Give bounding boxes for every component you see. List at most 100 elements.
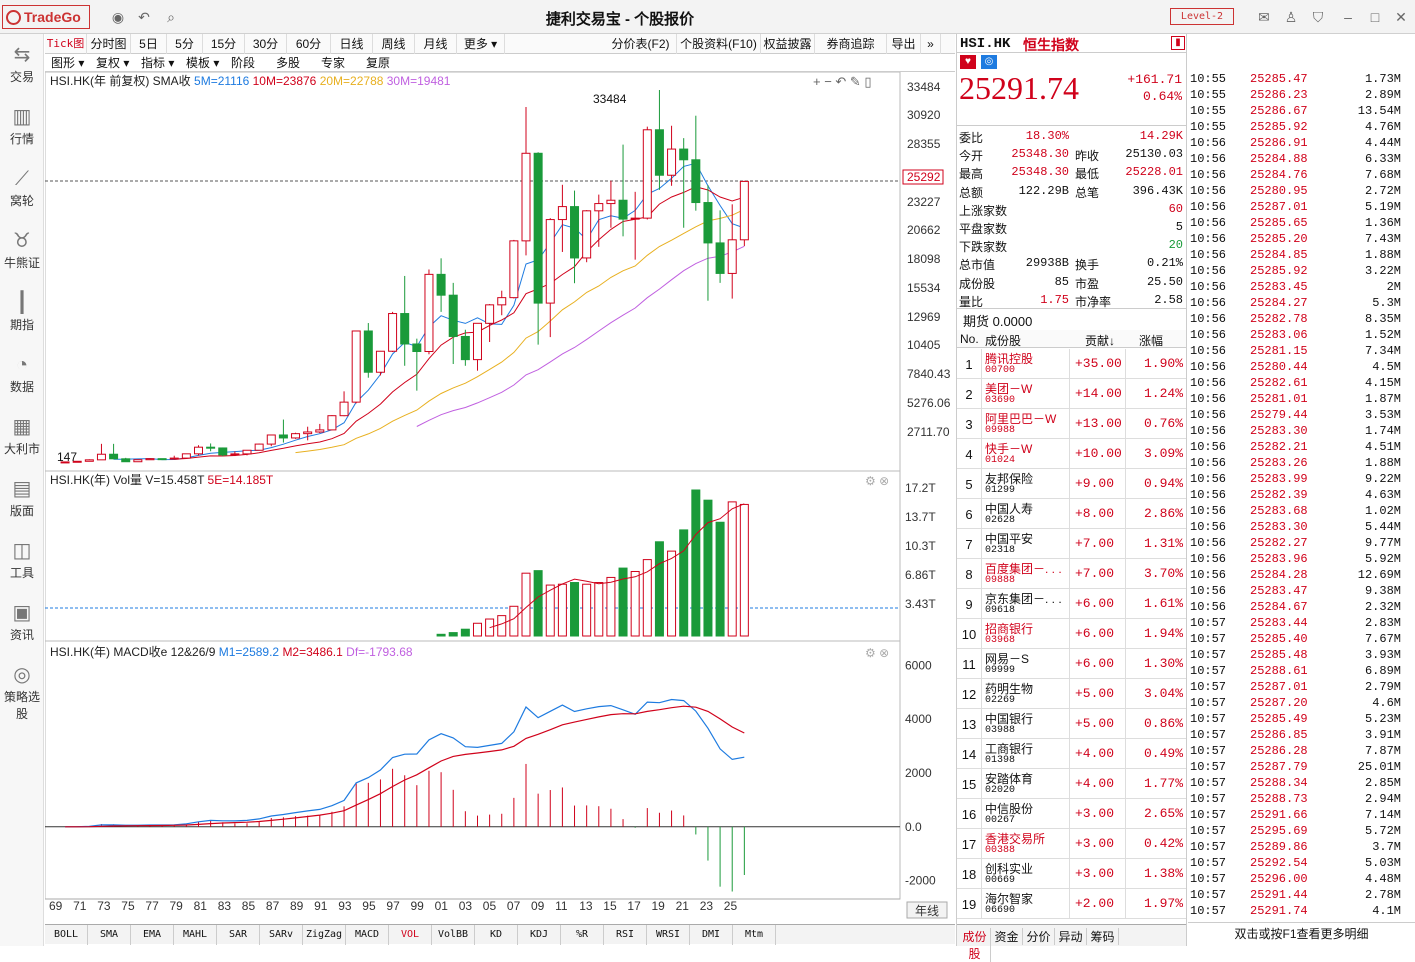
user-icon[interactable]: ◉ (111, 9, 125, 25)
constituent-row[interactable]: 16 中信股份 00267 +3.00 2.65% (957, 799, 1186, 829)
constituent-row[interactable]: 5 友邦保险 01299 +9.00 0.94% (957, 469, 1186, 499)
indicator-tab-%r[interactable]: %R (561, 925, 604, 945)
panel-toggle-icon[interactable]: ▮ (1171, 36, 1185, 50)
constituent-row[interactable]: 14 工商银行 01398 +4.00 0.49% (957, 739, 1186, 769)
alert-icon[interactable]: ◎ (981, 55, 997, 69)
constituent-row[interactable]: 10 招商银行 03968 +6.00 1.94% (957, 619, 1186, 649)
sidebar-item-0[interactable]: ⇆ 交易 (0, 42, 44, 85)
constituents-col-header[interactable]: 成份股 (985, 334, 1022, 348)
tab-func-3[interactable]: 券商追踪 (815, 34, 887, 54)
indicator-tab-macd[interactable]: MACD (346, 925, 389, 945)
sidebar-item-1[interactable]: ▥ 行情 (0, 104, 44, 147)
indicator-tab-sma[interactable]: SMA (88, 925, 131, 945)
tool-2[interactable]: 指标 ▾ (141, 56, 175, 70)
tab-func-4[interactable]: 导出 (887, 34, 921, 54)
sidebar-item-8[interactable]: ◫ 工具 (0, 538, 44, 581)
sidebar-item-5[interactable]: ◔ 数据 (0, 352, 44, 395)
indicator-tab-boll[interactable]: BOLL (45, 925, 88, 945)
constituent-row[interactable]: 17 香港交易所 00388 +3.00 0.42% (957, 829, 1186, 859)
maximize-icon[interactable]: □ (1370, 9, 1380, 25)
tool-1[interactable]: 复权 ▾ (96, 56, 130, 70)
tab-period-1[interactable]: 分时图 (87, 34, 131, 54)
sidebar-item-10[interactable]: ◎ 策略选股 (0, 662, 44, 722)
account-icon[interactable]: ♙ (1284, 9, 1298, 25)
indicator-tab-ema[interactable]: EMA (131, 925, 174, 945)
tab-func-0[interactable]: 分价表(F2) (605, 34, 677, 54)
constituents-col-header[interactable]: No. (960, 332, 979, 346)
tab-func-1[interactable]: 个股资料(F10) (677, 34, 761, 54)
tool-0[interactable]: 图形 ▾ (51, 56, 85, 70)
tool-4[interactable]: 阶段 (231, 56, 256, 70)
constituent-row[interactable]: 2 美团－W 03690 +14.00 1.24% (957, 379, 1186, 409)
indicator-tab-kd[interactable]: KD (475, 925, 518, 945)
tool-7[interactable]: 复原 (366, 56, 391, 70)
minimize-icon[interactable]: – (1344, 9, 1352, 25)
tool-5[interactable]: 多股 (276, 56, 301, 70)
constituents-header[interactable]: No. 成份股 贡献↓ 涨幅 (957, 330, 1186, 348)
indicator-tab-rsi[interactable]: RSI (604, 925, 647, 945)
constituent-row[interactable]: 15 安踏体育 02020 +4.00 1.77% (957, 769, 1186, 799)
indicator-tab-mtm[interactable]: Mtm (733, 925, 776, 945)
indicator-tab-volbb[interactable]: VolBB (432, 925, 475, 945)
back-icon[interactable]: ↶ (138, 9, 150, 25)
constituent-row[interactable]: 12 药明生物 02269 +5.00 3.04% (957, 679, 1186, 709)
tick-row: 10:57 25283.44 2.83M (1188, 616, 1415, 632)
mail-icon[interactable]: ✉ (1258, 9, 1270, 25)
level2-badge[interactable]: Level-2 (1170, 8, 1234, 25)
more-tabs-icon[interactable]: » (921, 34, 941, 54)
indicator-tab-vol[interactable]: VOL (389, 925, 432, 945)
tab-period-2[interactable]: 5日 (131, 34, 167, 54)
sidebar-item-9[interactable]: ▣ 资讯 (0, 600, 44, 643)
kline-chart[interactable]: HSI.HK(年 前复权) SMA收 5M=21116 10M=23876 20… (45, 72, 955, 922)
tab-period-7[interactable]: 日线 (331, 34, 373, 54)
constituent-row[interactable]: 4 快手－W 01024 +10.00 3.09% (957, 439, 1186, 469)
favorite-icon[interactable]: ♥ (960, 55, 976, 69)
constituent-row[interactable]: 11 网易－S 09999 +6.00 1.30% (957, 649, 1186, 679)
tab-period-4[interactable]: 15分 (203, 34, 245, 54)
close-icon[interactable]: ✕ (1395, 9, 1407, 25)
tab-period-9[interactable]: 月线 (415, 34, 457, 54)
tool-3[interactable]: 模板 ▾ (186, 56, 220, 70)
sidebar-item-6[interactable]: ▦ 大利市 (0, 414, 44, 457)
candle-body (218, 447, 228, 456)
indicator-tab-wrsi[interactable]: WRSI (647, 925, 690, 945)
indicator-tab-sarv[interactable]: SARv (260, 925, 303, 945)
quote-tab-1[interactable]: 资金 (991, 928, 1023, 945)
sidebar-item-7[interactable]: ▤ 版面 (0, 476, 44, 519)
skin-icon[interactable]: ⛉ (1312, 9, 1324, 25)
constituents-col-header[interactable]: 涨幅 (1139, 334, 1164, 348)
tab-func-2[interactable]: 权益披露 (761, 34, 815, 54)
indicator-tab-zigzag[interactable]: ZigZag (303, 925, 346, 945)
indicator-tab-dmi[interactable]: DMI (690, 925, 733, 945)
constituent-row[interactable]: 7 中国平安 02318 +7.00 1.31% (957, 529, 1186, 559)
tick-volume: 4.76M (1364, 120, 1401, 134)
sidebar-item-4[interactable]: ┃ 期指 (0, 290, 44, 333)
sidebar-item-3[interactable]: ♉ 牛熊证 (0, 228, 44, 271)
quote-tab-4[interactable]: 筹码 (1087, 928, 1119, 945)
constituent-row[interactable]: 6 中国人寿 02628 +8.00 2.86% (957, 499, 1186, 529)
constituent-row[interactable]: 18 创科实业 00669 +3.00 1.38% (957, 859, 1186, 889)
tab-period-3[interactable]: 5分 (167, 34, 203, 54)
tick-footer[interactable]: 双击或按F1查看更多明细 (1188, 922, 1415, 946)
constituent-row[interactable]: 19 海尔智家 06690 +2.00 1.97% (957, 889, 1186, 919)
indicator-tab-sar[interactable]: SAR (217, 925, 260, 945)
tool-6[interactable]: 专家 (321, 56, 346, 70)
constituent-row[interactable]: 3 阿里巴巴－W 09988 +13.00 0.76% (957, 409, 1186, 439)
indicator-tab-mahl[interactable]: MAHL (174, 925, 217, 945)
quote-tab-0[interactable]: 成份股 (959, 928, 991, 962)
tab-period-6[interactable]: 60分 (287, 34, 331, 54)
tab-period-8[interactable]: 周线 (373, 34, 415, 54)
sidebar-item-2[interactable]: ⟋ 窝轮 (0, 166, 44, 209)
constituent-row[interactable]: 13 中国银行 03988 +5.00 0.86% (957, 709, 1186, 739)
constituent-row[interactable]: 8 百度集团－. . . 09888 +7.00 3.70% (957, 559, 1186, 589)
constituents-col-header[interactable]: 贡献↓ (1085, 334, 1116, 348)
constituent-row[interactable]: 9 京东集团－. . . 09618 +6.00 1.61% (957, 589, 1186, 619)
tab-period-10[interactable]: 更多 ▾ (457, 34, 505, 54)
tab-period-0[interactable]: Tick图 (45, 34, 87, 54)
indicator-tab-kdj[interactable]: KDJ (518, 925, 561, 945)
search-icon[interactable]: ⌕ (167, 9, 175, 25)
tab-period-5[interactable]: 30分 (245, 34, 287, 54)
quote-tab-3[interactable]: 异动 (1055, 928, 1087, 945)
constituent-row[interactable]: 1 腾讯控股 00700 +35.00 1.90% (957, 349, 1186, 379)
quote-tab-2[interactable]: 分价 (1023, 928, 1055, 945)
